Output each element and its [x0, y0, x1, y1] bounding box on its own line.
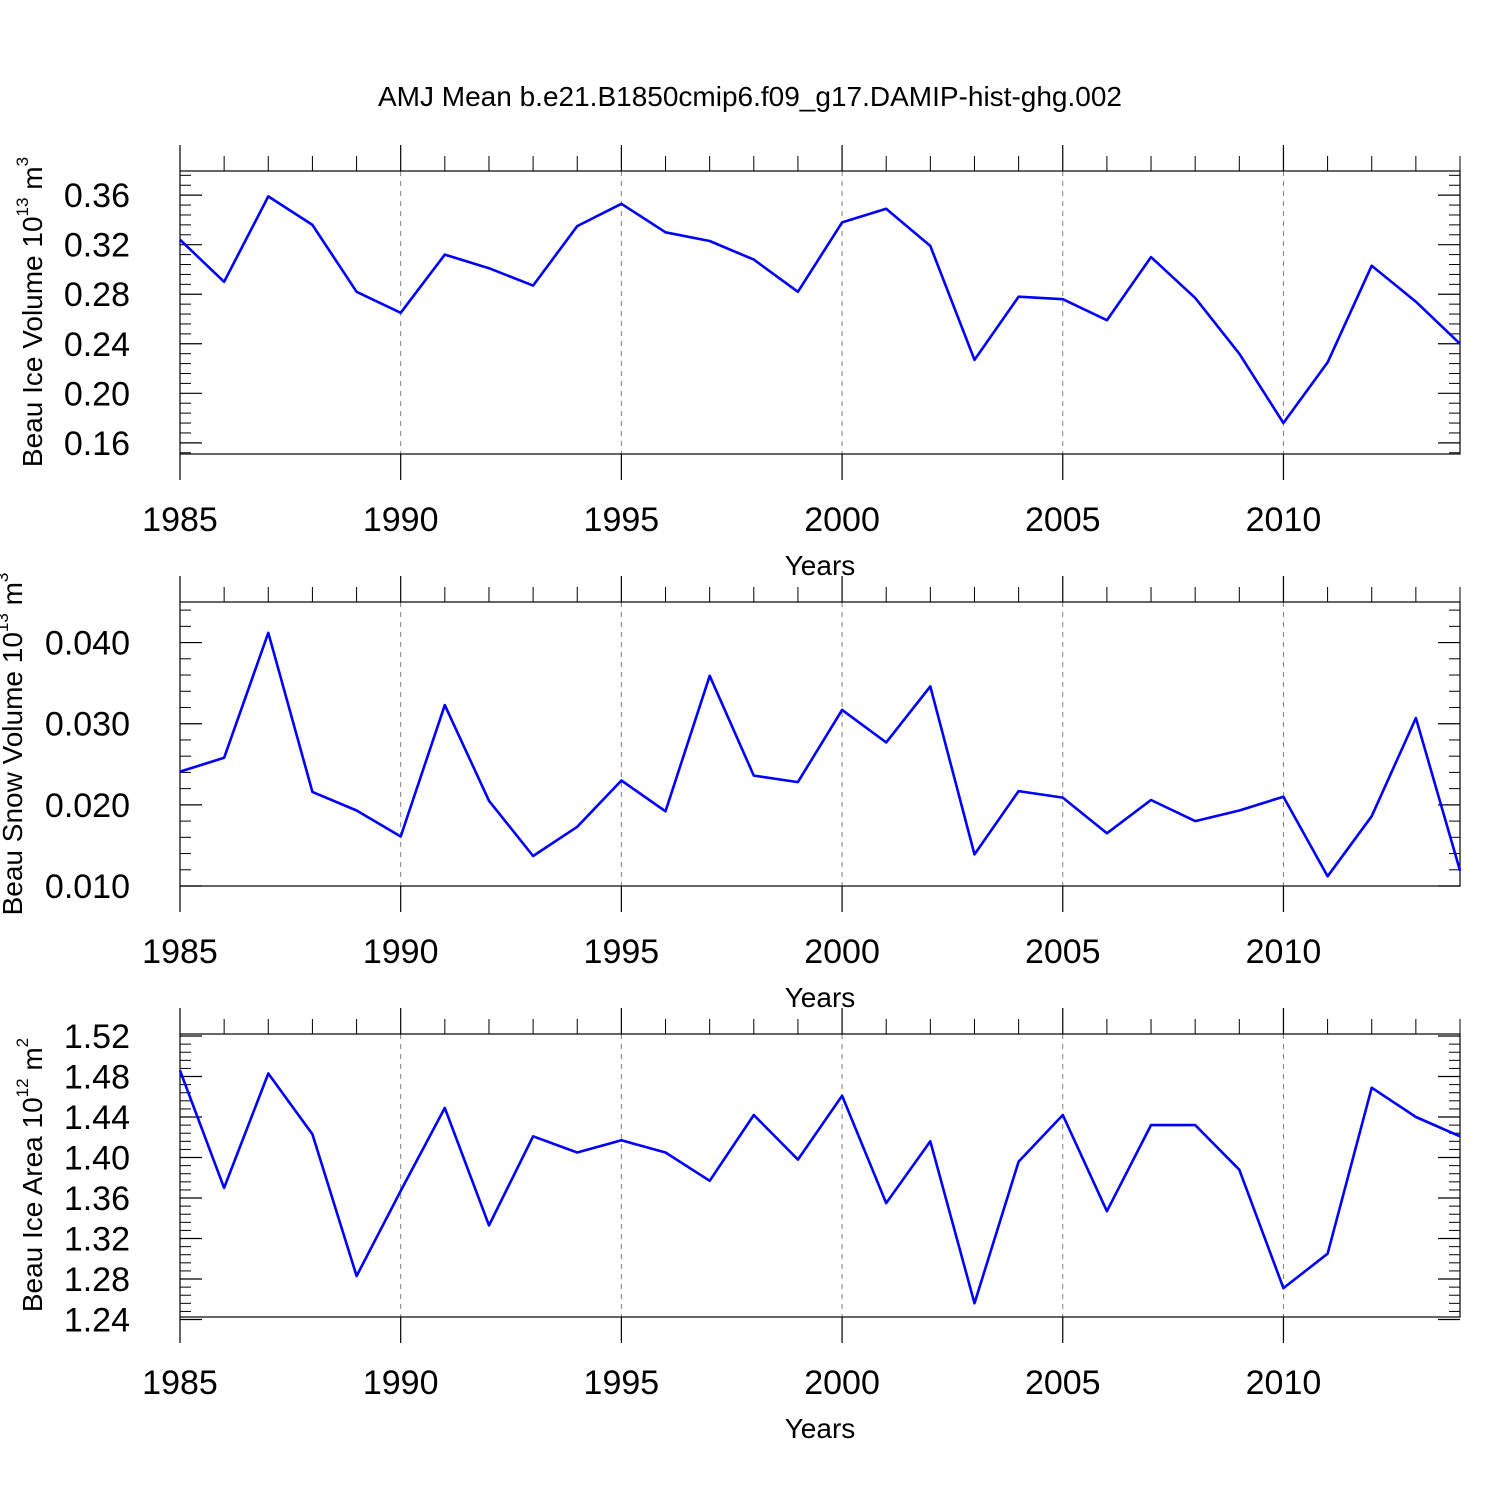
x-tick-label: 1995 [584, 933, 660, 971]
y-tick-label: 0.32 [64, 227, 130, 265]
y-tick-label: 1.44 [64, 1099, 130, 1137]
x-tick-label: 2010 [1246, 501, 1322, 539]
y-axis-label-unit: m [17, 1047, 48, 1078]
x-tick-label: 2010 [1246, 933, 1322, 971]
y-tick-label: 1.36 [64, 1180, 130, 1218]
y-axis-label-unit: m [0, 582, 28, 613]
y-tick-label: 0.020 [45, 787, 130, 825]
x-tick-label: 2005 [1025, 501, 1101, 539]
y-tick-label: 0.28 [64, 276, 130, 314]
series-line [178, 1070, 1461, 1305]
y-axis-label: Beau Ice Volume 1013 m3 [13, 157, 48, 467]
y-axis-label-text: Beau Snow Volume 10 [0, 632, 28, 915]
plot-frame [179, 1033, 1461, 1318]
y-axis-label: Beau Snow Volume 1013 m3 [0, 573, 28, 916]
y-axis-label-exponent: 12 [13, 1078, 32, 1097]
x-axis-label: Years [785, 1413, 856, 1444]
x-tick-label: 2010 [1246, 1364, 1322, 1402]
plot-frame [179, 601, 1461, 887]
y-tick-label: 1.52 [64, 1018, 130, 1056]
y-tick-label: 0.20 [64, 375, 130, 413]
y-axis-label-unit-exponent: 3 [0, 573, 12, 582]
plot-frame [179, 170, 1461, 455]
y-axis-label-unit-exponent: 3 [13, 157, 32, 166]
y-tick-label: 0.040 [45, 625, 130, 663]
x-tick-label: 1990 [363, 1364, 439, 1402]
x-tick-label: 2000 [804, 1364, 880, 1402]
series-line [179, 195, 1461, 425]
y-tick-label: 0.030 [45, 706, 130, 744]
y-tick-label: 1.28 [64, 1261, 130, 1299]
x-tick-label: 1985 [142, 933, 218, 971]
x-tick-label: 1995 [584, 1364, 660, 1402]
series-line [179, 631, 1462, 878]
x-tick-label: 2000 [804, 933, 880, 971]
x-axis-label: Years [785, 982, 856, 1013]
y-tick-label: 1.24 [64, 1302, 130, 1340]
panel-ice-volume: 1985 1990 1995 2000 2005 2010 Years 0.16 0.20 0.2… [13, 145, 1461, 581]
y-tick-label: 0.010 [45, 868, 130, 906]
y-tick-label: 1.32 [64, 1221, 130, 1259]
panel-ice-area: 1985 1990 1995 2000 2005 2010Years1.241.281.3… [13, 1008, 1461, 1444]
x-tick-label: 2000 [804, 501, 880, 539]
x-axis-label: Years [785, 550, 856, 581]
y-axis-label: Beau Ice Area 1012 m2 [13, 1038, 48, 1312]
panel-snow-volume: 1985 1990 1995 2000 2005 2010 Years 0.010 0.020 0… [0, 573, 1462, 1013]
x-tick-label: 1990 [363, 933, 439, 971]
x-tick-label: 1990 [363, 501, 439, 539]
y-tick-label: 0.24 [64, 326, 130, 364]
y-tick-label: 0.36 [64, 177, 130, 215]
x-tick-label: 1995 [584, 501, 660, 539]
y-axis-label-unit: m [17, 166, 48, 197]
y-tick-label: 1.40 [64, 1140, 130, 1178]
y-tick-label: 1.48 [64, 1059, 130, 1097]
y-axis-label-text: Beau Ice Area 10 [17, 1097, 48, 1312]
figure-title: AMJ Mean b.e21.B1850cmip6.f09_g17.DAMIP-… [378, 81, 1122, 112]
y-axis-label-text: Beau Ice Volume 10 [17, 216, 48, 467]
y-axis-label-unit-exponent: 2 [13, 1038, 32, 1047]
x-tick-label: 2005 [1025, 933, 1101, 971]
y-axis-label-exponent: 13 [0, 613, 12, 632]
y-axis-label-exponent: 13 [13, 198, 32, 217]
x-tick-label: 2005 [1025, 1364, 1101, 1402]
x-tick-label: 1985 [142, 1364, 218, 1402]
x-tick-label: 1985 [142, 501, 218, 539]
y-tick-label: 0.16 [64, 425, 130, 463]
